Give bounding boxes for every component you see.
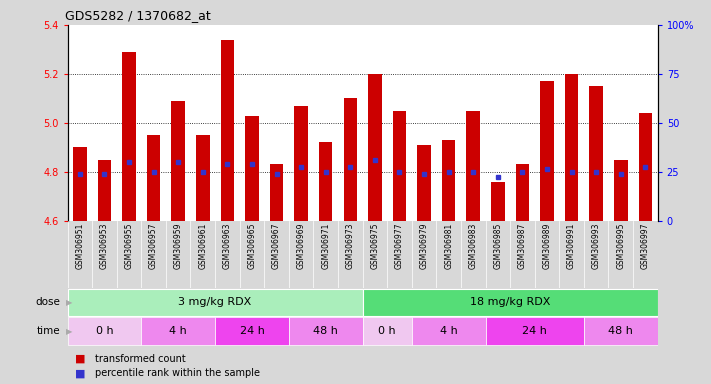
Text: percentile rank within the sample: percentile rank within the sample xyxy=(95,368,260,378)
Bar xyxy=(73,147,87,221)
Text: GSM306985: GSM306985 xyxy=(493,223,503,269)
Text: 48 h: 48 h xyxy=(609,326,634,336)
Text: GSM306951: GSM306951 xyxy=(75,223,85,269)
Bar xyxy=(363,289,658,316)
Text: GSM306973: GSM306973 xyxy=(346,223,355,269)
Bar xyxy=(97,160,111,221)
Bar xyxy=(584,317,658,345)
Text: 18 mg/kg RDX: 18 mg/kg RDX xyxy=(470,297,550,308)
Text: 0 h: 0 h xyxy=(378,326,396,336)
Text: ■: ■ xyxy=(75,354,85,364)
Bar xyxy=(294,106,308,221)
Text: GSM306981: GSM306981 xyxy=(444,223,453,269)
Bar xyxy=(269,164,283,221)
Text: 0 h: 0 h xyxy=(95,326,113,336)
Text: GSM306961: GSM306961 xyxy=(198,223,208,269)
Bar xyxy=(486,317,584,345)
Bar xyxy=(68,317,141,345)
Text: GSM306993: GSM306993 xyxy=(592,223,601,269)
Text: GSM306991: GSM306991 xyxy=(567,223,576,269)
Bar xyxy=(141,317,215,345)
Text: 4 h: 4 h xyxy=(440,326,458,336)
Text: GSM306997: GSM306997 xyxy=(641,223,650,269)
Bar xyxy=(392,111,406,221)
Bar xyxy=(122,52,136,221)
Text: GSM306959: GSM306959 xyxy=(173,223,183,269)
Bar xyxy=(466,111,480,221)
Text: GSM306971: GSM306971 xyxy=(321,223,330,269)
Text: GSM306989: GSM306989 xyxy=(542,223,552,269)
Text: 3 mg/kg RDX: 3 mg/kg RDX xyxy=(178,297,252,308)
Text: GSM306955: GSM306955 xyxy=(124,223,134,269)
Bar xyxy=(171,101,185,221)
Bar xyxy=(614,160,628,221)
Text: GSM306975: GSM306975 xyxy=(370,223,380,269)
Text: dose: dose xyxy=(36,297,60,308)
Text: GSM306987: GSM306987 xyxy=(518,223,527,269)
Bar xyxy=(442,140,456,221)
Bar xyxy=(215,317,289,345)
Bar xyxy=(289,317,363,345)
Bar xyxy=(147,135,161,221)
Bar xyxy=(68,289,363,316)
Text: 24 h: 24 h xyxy=(523,326,547,336)
Bar xyxy=(220,40,234,221)
Text: ▶: ▶ xyxy=(66,298,73,307)
Bar xyxy=(565,74,578,221)
Bar xyxy=(540,81,554,221)
Bar xyxy=(412,317,486,345)
Text: 4 h: 4 h xyxy=(169,326,187,336)
Text: GSM306957: GSM306957 xyxy=(149,223,158,269)
Text: GSM306983: GSM306983 xyxy=(469,223,478,269)
Bar xyxy=(245,116,259,221)
Text: GSM306969: GSM306969 xyxy=(296,223,306,269)
Text: GSM306979: GSM306979 xyxy=(419,223,429,269)
Bar xyxy=(196,135,210,221)
Bar xyxy=(638,113,652,221)
Text: 48 h: 48 h xyxy=(314,326,338,336)
Text: ■: ■ xyxy=(75,368,85,378)
Bar xyxy=(417,145,431,221)
Text: transformed count: transformed count xyxy=(95,354,186,364)
Bar xyxy=(515,164,529,221)
Text: ▶: ▶ xyxy=(66,327,73,336)
Bar xyxy=(491,182,505,221)
Text: 24 h: 24 h xyxy=(240,326,264,336)
Text: GSM306965: GSM306965 xyxy=(247,223,257,269)
Text: GSM306995: GSM306995 xyxy=(616,223,625,269)
Bar xyxy=(363,317,412,345)
Text: GDS5282 / 1370682_at: GDS5282 / 1370682_at xyxy=(65,9,210,22)
Text: GSM306967: GSM306967 xyxy=(272,223,281,269)
Text: GSM306953: GSM306953 xyxy=(100,223,109,269)
Bar xyxy=(368,74,382,221)
Text: time: time xyxy=(37,326,60,336)
Bar xyxy=(589,86,603,221)
Bar xyxy=(319,142,333,221)
Text: GSM306977: GSM306977 xyxy=(395,223,404,269)
Bar xyxy=(343,98,357,221)
Text: GSM306963: GSM306963 xyxy=(223,223,232,269)
